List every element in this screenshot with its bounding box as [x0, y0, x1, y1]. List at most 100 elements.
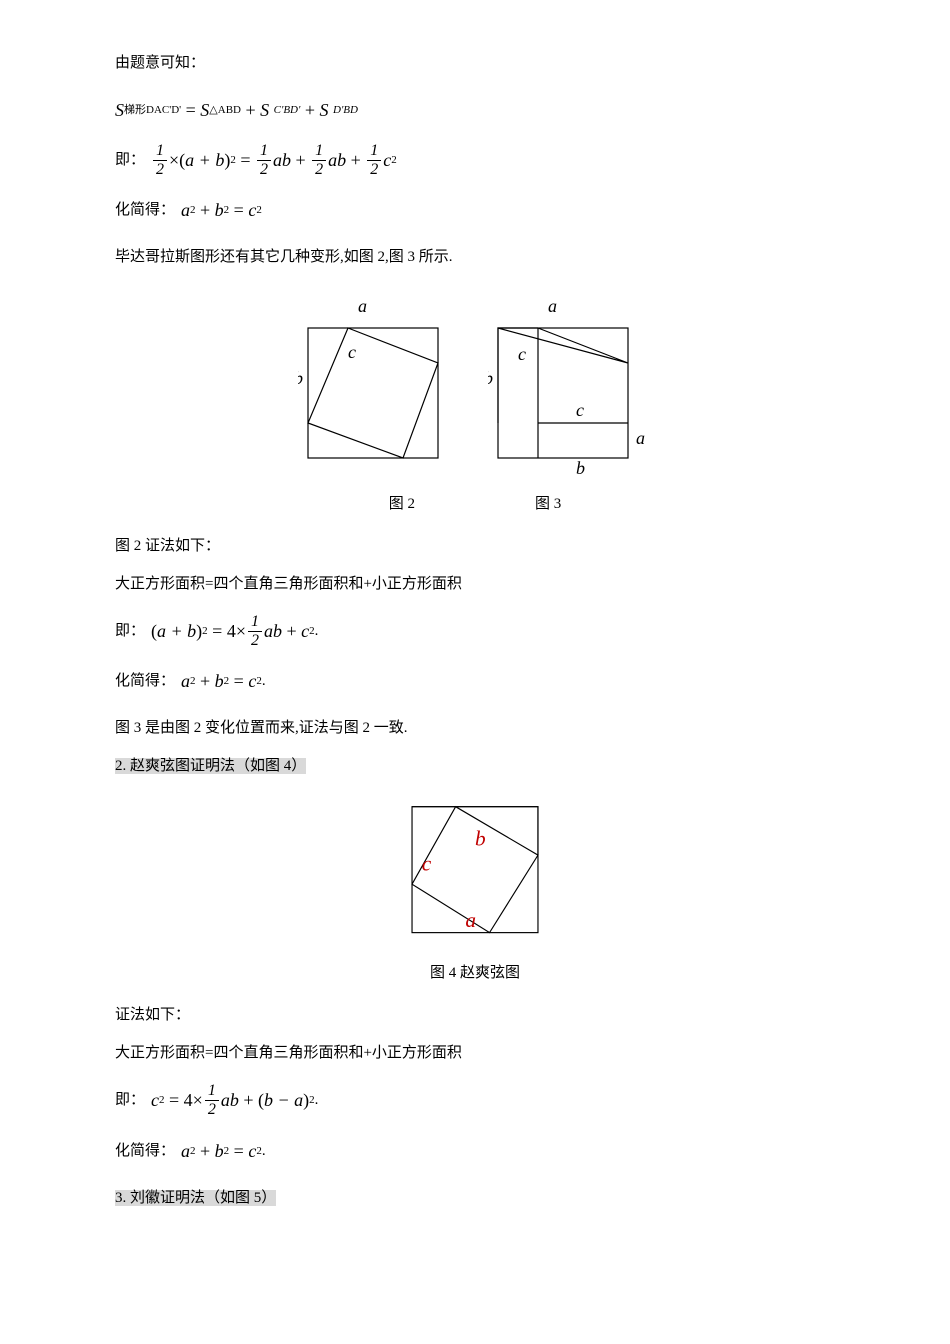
lead-text: 即：: [115, 616, 145, 646]
paragraph: 图 2 证法如下：: [115, 531, 835, 561]
lead-text: 化简得：: [115, 195, 175, 225]
four: 4: [184, 1082, 193, 1118]
svg-text:a: a: [465, 908, 476, 932]
period: .: [262, 666, 266, 696]
caption-fig2: 图 2: [389, 489, 415, 519]
fraction: 12: [205, 1082, 219, 1118]
exponent: 2: [159, 1089, 165, 1111]
exponent: 2: [224, 670, 230, 692]
figure-3: a b c c a b: [488, 288, 653, 483]
highlight: 2. 赵爽弦图证明法（如图 4）: [115, 758, 306, 774]
lead-text: 化简得：: [115, 1136, 175, 1166]
ab-term: ab: [221, 1082, 239, 1118]
paragraph: 由题意可知：: [115, 48, 835, 78]
plus: +: [295, 142, 305, 178]
exponent: 2: [224, 1140, 230, 1162]
paragraph: 毕达哥拉斯图形还有其它几种变形,如图 2,图 3 所示.: [115, 242, 835, 272]
svg-text:a: a: [636, 428, 645, 448]
plus: +: [245, 92, 255, 128]
times: ×: [169, 142, 179, 178]
equals: =: [234, 192, 244, 228]
b: b: [215, 663, 224, 699]
exponent: 2: [202, 620, 208, 642]
equation-7: 化简得： a2 + b2 = c2 .: [115, 1133, 835, 1169]
svg-text:c: c: [348, 342, 356, 362]
equals: =: [186, 92, 196, 128]
plus: +: [286, 613, 296, 649]
caption-fig4: 图 4 赵爽弦图: [115, 958, 835, 988]
plus: +: [305, 92, 315, 128]
b: b: [215, 192, 224, 228]
paragraph: 证法如下：: [115, 1000, 835, 1030]
exponent: 2: [230, 149, 236, 171]
sym-S: S: [200, 92, 209, 128]
highlight: 3. 刘徽证明法（如图 5）: [115, 1190, 276, 1206]
times: ×: [193, 1082, 203, 1118]
ab-term: ab: [328, 142, 346, 178]
plus: +: [200, 1133, 210, 1169]
period: .: [315, 1085, 319, 1115]
exponent: 2: [190, 670, 196, 692]
paragraph: 图 3 是由图 2 变化位置而来,证法与图 2 一致.: [115, 713, 835, 743]
subscript: D'BD: [333, 99, 358, 121]
plus: +: [243, 1082, 253, 1118]
svg-text:a: a: [548, 296, 557, 316]
c: c: [248, 192, 256, 228]
figure-4: a b c: [395, 797, 555, 952]
figure-2: a b c: [298, 288, 448, 468]
period: .: [315, 616, 319, 646]
period: .: [262, 1136, 266, 1166]
sym-S: S: [260, 92, 269, 128]
subscript: C'BD': [274, 99, 301, 121]
equation-1: S梯形DAC'D' = S△ABD + S C'BD' + S D'BD: [115, 92, 835, 128]
times: ×: [236, 613, 246, 649]
lead-text: 即：: [115, 1085, 145, 1115]
a: a: [181, 1133, 190, 1169]
c: c: [301, 613, 309, 649]
exponent: 2: [224, 199, 230, 221]
a-plus-b: a + b: [185, 142, 224, 178]
lead-text: 化简得：: [115, 666, 175, 696]
exponent: 2: [256, 199, 262, 221]
svg-text:b: b: [576, 458, 585, 478]
c: c: [383, 142, 391, 178]
svg-text:b: b: [298, 368, 303, 388]
ab-term: ab: [264, 613, 282, 649]
paragraph: 大正方形面积=四个直角三角形面积和+小正方形面积: [115, 569, 835, 599]
equation-2: 即： 12 × (a + b)2 = 12 ab + 12 ab + 12 c2: [115, 142, 835, 178]
subscript: 梯形DAC'D': [124, 99, 181, 121]
fraction: 12: [248, 613, 262, 649]
svg-text:c: c: [576, 400, 584, 420]
a: a: [181, 663, 190, 699]
equation-6: 即： c2 = 4 × 12 ab + (b − a)2 .: [115, 1082, 835, 1118]
svg-text:a: a: [358, 296, 367, 316]
figure-captions: 图 2 图 3: [115, 489, 835, 519]
sym-S: S: [320, 92, 329, 128]
equation-5: 化简得： a2 + b2 = c2 .: [115, 663, 835, 699]
equals: =: [169, 1082, 179, 1118]
section-heading-3: 3. 刘徽证明法（如图 5）: [115, 1183, 835, 1213]
c: c: [248, 1133, 256, 1169]
figure-row-4: a b c: [115, 797, 835, 952]
plus: +: [351, 142, 361, 178]
b-minus-a: b − a: [264, 1082, 303, 1118]
svg-text:b: b: [475, 827, 486, 851]
a-plus-b: a + b: [157, 613, 196, 649]
plus: +: [200, 192, 210, 228]
paragraph: 大正方形面积=四个直角三角形面积和+小正方形面积: [115, 1038, 835, 1068]
exponent: 2: [190, 199, 196, 221]
svg-text:b: b: [488, 368, 493, 388]
equals: =: [234, 663, 244, 699]
svg-text:c: c: [422, 852, 432, 876]
equals: =: [240, 142, 250, 178]
ab-term: ab: [273, 142, 291, 178]
lead-text: 即：: [115, 145, 145, 175]
exponent: 2: [391, 149, 397, 171]
equation-3: 化简得： a2 + b2 = c2: [115, 192, 835, 228]
fraction: 12: [312, 142, 326, 178]
fraction: 12: [367, 142, 381, 178]
equals: =: [212, 613, 222, 649]
fraction: 12: [153, 142, 167, 178]
fraction: 12: [257, 142, 271, 178]
svg-text:c: c: [518, 344, 526, 364]
